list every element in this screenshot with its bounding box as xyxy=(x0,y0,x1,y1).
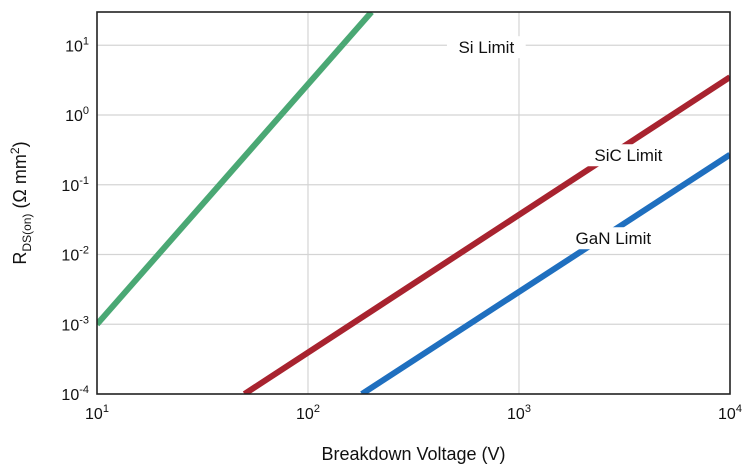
gan-limit-label: GaN Limit xyxy=(576,229,652,248)
x-axis-title: Breakdown Voltage (V) xyxy=(321,444,505,464)
tick-base: 10 xyxy=(61,248,79,265)
tick-base: 10 xyxy=(61,387,79,404)
y-tick-label: 10-4 xyxy=(61,384,89,404)
plot-frame xyxy=(96,11,731,395)
gan-limit-line xyxy=(360,152,730,394)
y-axis-title-close: ) xyxy=(10,141,30,147)
gan-limit-label-bg xyxy=(569,227,658,250)
tick-exponent: 4 xyxy=(736,403,742,415)
si-limit-line xyxy=(97,12,374,327)
y-tick-label: 101 xyxy=(65,35,89,55)
y-axis-title-rest: (Ω mm xyxy=(10,154,30,213)
grid xyxy=(97,12,730,394)
sic-limit-label-bg xyxy=(584,144,673,167)
tick-exponent: 3 xyxy=(525,403,531,415)
tick-exponent: 1 xyxy=(83,35,89,47)
y-axis-title-base: R xyxy=(10,252,30,265)
tick-base: 10 xyxy=(61,178,79,195)
sic-limit-label: SiC Limit xyxy=(594,146,662,165)
tick-exponent: -2 xyxy=(79,245,89,257)
series-labels: Si Limit SiC Limit GaN Limit xyxy=(446,36,673,250)
x-tick-label: 103 xyxy=(507,403,531,423)
x-tick-label: 102 xyxy=(296,403,320,423)
tick-base: 10 xyxy=(65,108,83,125)
x-tick-label: 101 xyxy=(85,403,109,423)
y-tick-label: 10-1 xyxy=(61,175,89,195)
tick-exponent: 0 xyxy=(83,105,89,117)
y-axis-title: RDS(on) (Ω mm2) xyxy=(8,141,34,264)
tick-exponent: -1 xyxy=(79,175,89,187)
tick-exponent: -3 xyxy=(79,314,89,326)
y-tick-label: 10-2 xyxy=(61,245,89,265)
tick-base: 10 xyxy=(61,317,79,334)
y-axis-title-subscript: DS(on) xyxy=(20,214,34,252)
tick-base: 10 xyxy=(85,406,103,423)
si-limit-label-bg xyxy=(446,36,526,59)
tick-base: 10 xyxy=(718,406,736,423)
y-tick-label: 10-3 xyxy=(61,314,89,334)
sic-limit-line xyxy=(242,74,730,394)
tick-exponent: 1 xyxy=(103,403,109,415)
y-tick-label: 100 xyxy=(65,105,89,125)
tick-exponent: 2 xyxy=(314,403,320,415)
y-axis-title-superscript: 2 xyxy=(8,147,22,154)
x-tick-label: 104 xyxy=(718,403,742,423)
tick-exponent: -4 xyxy=(79,384,89,396)
si-limit-label: Si Limit xyxy=(458,38,514,57)
tick-base: 10 xyxy=(296,406,314,423)
tick-base: 10 xyxy=(65,38,83,55)
series-lines xyxy=(97,12,730,394)
tick-base: 10 xyxy=(507,406,525,423)
